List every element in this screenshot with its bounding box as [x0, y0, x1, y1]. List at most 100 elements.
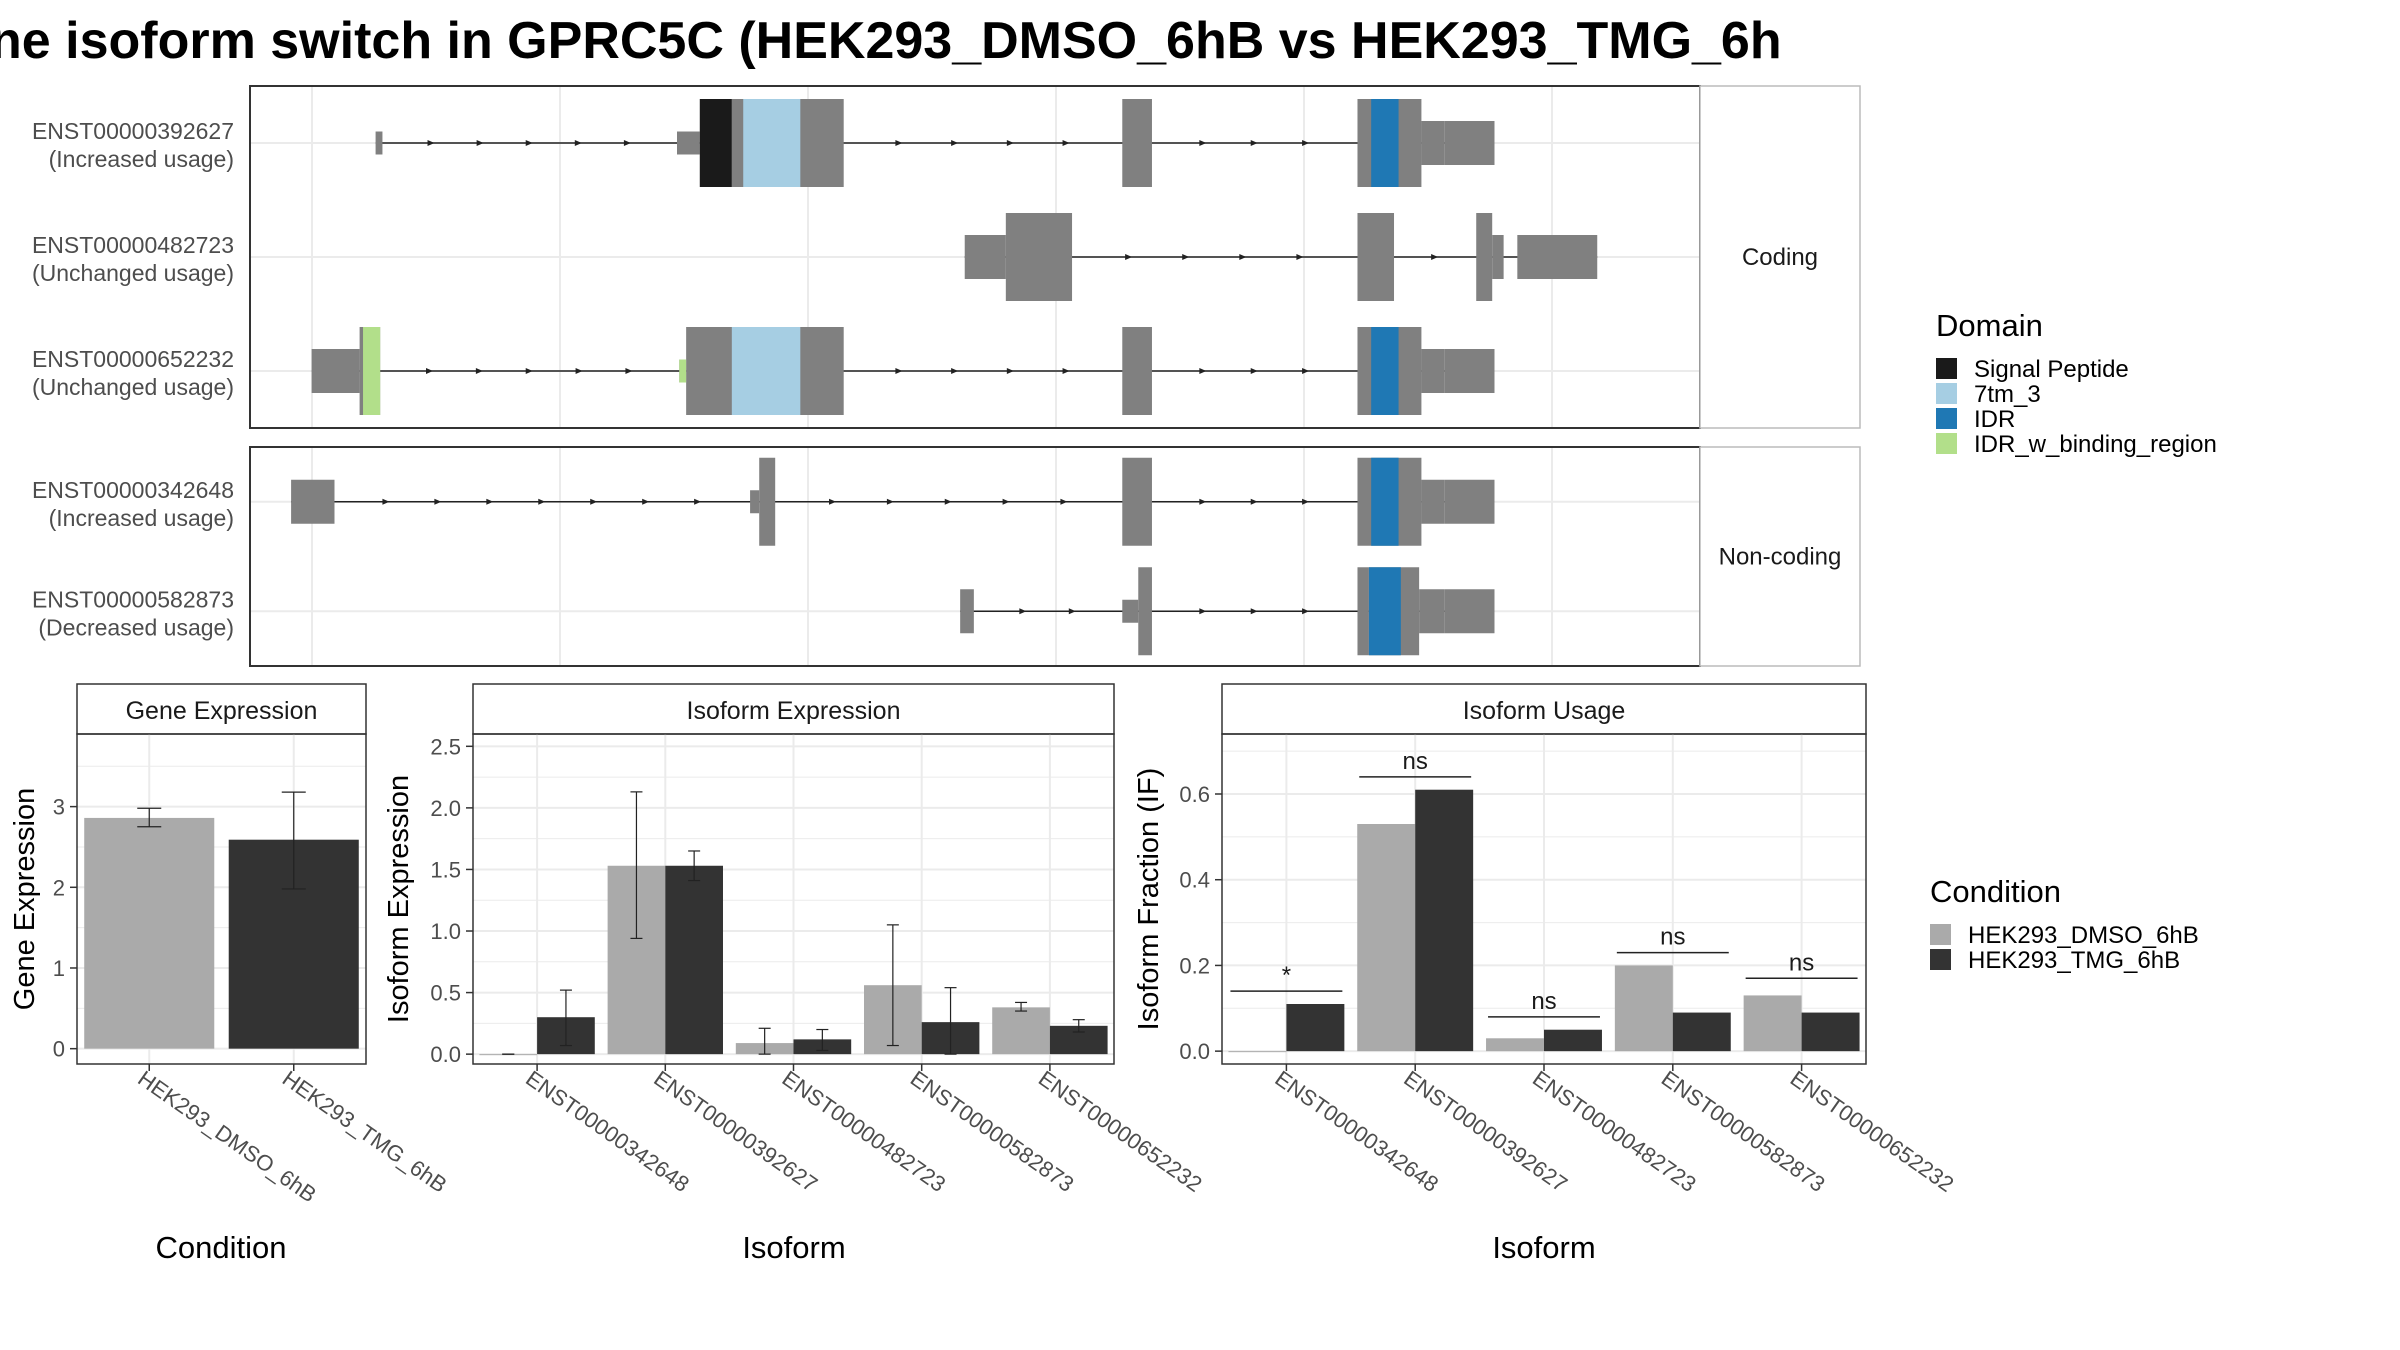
strand-arrow [642, 498, 650, 505]
strand-arrow [476, 140, 484, 146]
y-tick-label: 3 [53, 795, 65, 820]
strand-arrow [538, 498, 546, 505]
exon [1476, 213, 1493, 301]
domain-legend: Domain Signal Peptide7tm_3IDRIDR_w_bindin… [1936, 308, 2217, 458]
strand-arrow [426, 368, 434, 374]
y-axis-title: Isoform Fraction (IF) [1133, 768, 1165, 1031]
y-tick-label: 0 [53, 1037, 65, 1062]
legend-title: Condition [1930, 874, 2061, 909]
strand-arrow [1250, 498, 1258, 505]
y-tick-label: 0.6 [1179, 782, 1210, 807]
strand-arrow [1250, 140, 1258, 146]
exon [375, 131, 383, 155]
exon [1492, 235, 1504, 279]
exon [1357, 213, 1395, 301]
exon [1138, 567, 1152, 656]
bar-panels: Gene Expression0123HEK293_DMSO_6hBHEK293… [9, 683, 1958, 1265]
isoform-id-label: ENST00000652232 [32, 346, 234, 372]
strand-arrow [525, 140, 533, 146]
bar [1801, 1012, 1860, 1052]
panel-strip [1221, 683, 1867, 735]
bar [1357, 824, 1416, 1052]
strand-arrow [1199, 140, 1207, 146]
legend-swatch [1936, 383, 1957, 404]
bar [1286, 1004, 1345, 1052]
domain-idr [1368, 567, 1401, 656]
strand-arrow [951, 368, 959, 374]
legend-title: Domain [1936, 308, 2043, 343]
legend-item-label: IDR [1974, 406, 2015, 433]
strand-arrow [1431, 254, 1439, 260]
isoform-usage-label: (Increased usage) [49, 505, 234, 531]
exon [1122, 457, 1152, 546]
legend-swatch [1936, 358, 1957, 379]
strand-arrow [574, 140, 582, 146]
strand-arrow [1060, 498, 1068, 505]
exon [964, 235, 1006, 279]
domain-idr [1371, 327, 1399, 415]
strand-arrow [1302, 498, 1310, 505]
strand-arrow [625, 368, 633, 374]
y-tick-label: 1.5 [430, 857, 461, 882]
strand-arrow [1125, 254, 1133, 260]
strand-arrow [1302, 368, 1310, 374]
exon [1421, 349, 1445, 393]
exon [1517, 235, 1598, 279]
isoform-id-label: ENST00000582873 [32, 586, 234, 612]
strand-arrow [895, 140, 903, 146]
significance-label: * [1282, 962, 1291, 989]
strand-arrow [1250, 608, 1258, 615]
y-axis-title: Isoform Expression [383, 775, 415, 1023]
strand-arrow [1239, 254, 1247, 260]
strand-arrow [951, 140, 959, 146]
strand-arrow [1006, 140, 1014, 146]
domain-signal_peptide [699, 99, 732, 187]
strand-arrow [590, 498, 598, 505]
panel-border [1221, 733, 1867, 1065]
y-tick-label: 0.4 [1179, 868, 1210, 893]
exon [1122, 599, 1139, 623]
exon [1444, 479, 1495, 524]
isoform-usage-label: (Unchanged usage) [32, 260, 234, 286]
strand-arrow [829, 498, 837, 505]
panel-title: Isoform Expression [687, 697, 901, 725]
domain-idr_binding [679, 359, 687, 383]
strand-arrow [1062, 140, 1070, 146]
domain-idr [1371, 99, 1399, 187]
legend-swatch [1936, 433, 1957, 454]
strand-arrow [694, 498, 702, 505]
y-tick-label: 1.0 [430, 919, 461, 944]
panel-border [76, 733, 367, 1065]
isoform-usage-label: (Unchanged usage) [32, 374, 234, 400]
domain-tm3 [731, 327, 801, 415]
y-tick-label: 0.5 [430, 981, 461, 1006]
strand-arrow [486, 498, 494, 505]
strand-arrow [1199, 368, 1207, 374]
strand-arrow [1302, 608, 1310, 615]
gene-structure-panel: ENST00000392627(Increased usage)ENST0000… [32, 85, 1861, 667]
panel-title: Isoform Usage [1463, 697, 1626, 725]
strand-arrow [382, 498, 390, 505]
x-axis-title: Isoform [1492, 1230, 1595, 1265]
legend-item-label: HEK293_DMSO_6hB [1968, 922, 2199, 949]
strand-arrow [1302, 140, 1310, 146]
exon [960, 589, 974, 634]
strand-arrow [475, 368, 483, 374]
exon [1444, 349, 1495, 393]
strand-arrow [525, 368, 533, 374]
bar [1228, 1051, 1287, 1053]
strand-arrow [944, 498, 952, 505]
strand-arrow [1250, 368, 1258, 374]
isoform-id-label: ENST00000482723 [32, 232, 234, 258]
legend-item-label: IDR_w_binding_region [1974, 431, 2217, 458]
x-axis-title: Isoform [742, 1230, 845, 1265]
strand-arrow [575, 368, 583, 374]
panel-border [472, 733, 1115, 1065]
x-axis-title: Condition [156, 1230, 287, 1265]
significance-label: ns [1789, 949, 1814, 976]
exon [1444, 589, 1495, 634]
y-axis-title: Gene Expression [9, 788, 41, 1010]
y-tick-label: 0.2 [1179, 953, 1210, 978]
strand-arrow [1182, 254, 1190, 260]
